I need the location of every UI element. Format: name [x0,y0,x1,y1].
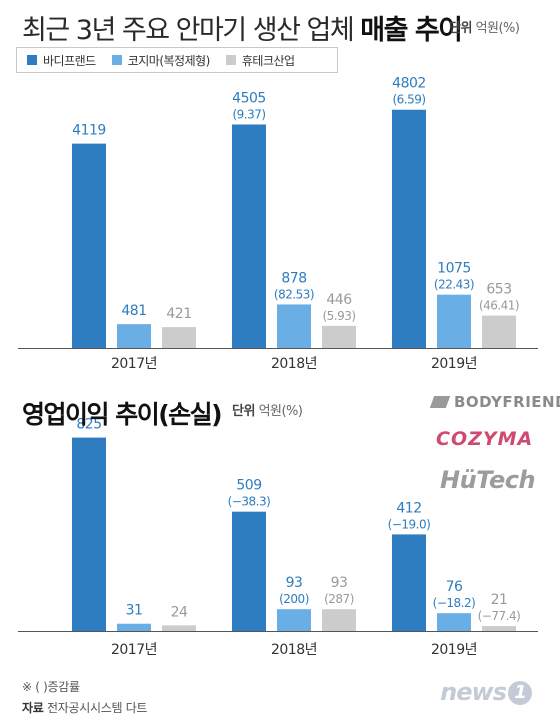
bar-cozyma-2017 [117,623,151,631]
growth-label-hutech-2018: (287) [324,592,354,606]
bar-bodyfriend-2019 [392,109,426,349]
bodyfriend-logo-text: BODYFRIEND [454,393,560,411]
bar-hutech-2017 [162,625,196,631]
growth-label-cozyma-2018: (200) [279,592,309,606]
bodyfriend-logo-mark [429,396,451,408]
legend: 바디프랜드 코지마(복정제형) 휴테크산업 [16,47,338,73]
bar-cozyma-2018 [277,609,311,631]
title-bold-part: 매출 추이 [360,15,463,46]
bar-hutech-2017 [162,327,196,348]
growth-label-hutech-2019: (−77.4) [478,609,521,623]
bar-bodyfriend-2019 [392,534,426,631]
unit-value: 억원(%) [258,404,303,419]
operating-profit-title: 영업이익 추이(손실) [22,400,223,429]
unit-label-top: 단위 억원(%) [449,17,520,36]
value-label-hutech-2018: 446 [326,292,352,308]
value-label-hutech-2018: 93 [331,575,348,591]
news1-logo-text: news [440,678,507,706]
bar-bodyfriend-2017 [72,143,106,348]
value-label-bodyfriend-2018: 4505 [232,90,266,106]
growth-label-cozyma-2019: (22.43) [434,278,474,292]
hutech-logo: HüTech [440,466,536,494]
value-label-bodyfriend-2017: 4119 [72,123,106,139]
legend-label: 코지마(복정제형) [127,53,211,68]
x-tick-label: 2019년 [431,356,477,372]
cozyma-logo: COZYMA [436,428,534,450]
source-value: 전자공시시스템 다트 [47,701,148,715]
footnote-growth: ※ ( )증감률 [22,680,80,694]
bar-bodyfriend-2018 [232,124,266,348]
bar-bodyfriend-2017 [72,437,106,631]
growth-label-bodyfriend-2018: (−38.3) [228,495,271,509]
legend-swatch [27,55,37,65]
growth-label-hutech-2018: (5.93) [322,309,355,323]
growth-label-bodyfriend-2018: (9.37) [232,107,265,121]
unit-key: 단위 [232,404,255,419]
bar-hutech-2018 [322,325,356,348]
value-label-cozyma-2017: 31 [126,603,143,619]
bar-hutech-2018 [322,609,356,631]
value-label-cozyma-2019: 76 [446,579,463,595]
source-key: 자료 [22,701,44,715]
legend-label: 휴테크산업 [241,53,295,68]
value-label-cozyma-2017: 481 [121,303,146,319]
x-tick-label: 2017년 [111,356,157,372]
bodyfriend-logo: BODYFRIEND [429,393,560,411]
value-label-hutech-2019: 653 [486,282,511,298]
value-label-hutech-2019: 21 [491,592,508,608]
legend-swatch [225,55,236,65]
bar-cozyma-2017 [117,324,151,348]
x-tick-label: 2019년 [431,642,477,658]
growth-label-cozyma-2018: (82.53) [274,287,314,301]
news1-logo-num: 1 [508,681,532,705]
unit-value: 억원(%) [475,21,520,36]
bar-hutech-2019 [482,315,516,348]
bar-hutech-2019 [482,626,516,631]
x-tick-label: 2017년 [111,642,157,658]
footnote-source: 자료 전자공시시스템 다트 [22,699,147,716]
growth-label-cozyma-2019: (−18.2) [433,596,476,610]
value-label-hutech-2017: 24 [171,604,188,620]
value-label-bodyfriend-2018: 509 [236,478,261,494]
bar-bodyfriend-2018 [232,511,266,631]
growth-label-hutech-2019: (46.41) [479,299,519,313]
chart-title: 최근 3년 주요 안마기 생산 업체 매출 추이 [22,8,463,47]
unit-label-bottom: 단위 억원(%) [232,400,303,419]
news1-logo: news 1 [440,678,532,706]
legend-swatch [111,55,122,65]
value-label-cozyma-2019: 1075 [437,261,471,277]
x-tick-label: 2018년 [271,642,317,658]
value-label-bodyfriend-2019: 412 [396,500,421,516]
value-label-bodyfriend-2019: 4802 [392,76,426,92]
value-label-cozyma-2018: 93 [286,575,303,591]
value-label-cozyma-2018: 878 [281,270,306,286]
bar-cozyma-2019 [437,294,471,348]
value-label-bodyfriend-2017: 825 [76,417,101,433]
legend-item-bodyfriend: 바디프랜드 [27,52,96,69]
unit-key: 단위 [449,21,472,36]
value-label-hutech-2017: 421 [166,306,191,322]
bar-cozyma-2018 [277,304,311,348]
legend-item-hutech: 휴테크산업 [225,52,295,69]
bar-cozyma-2019 [437,613,471,631]
x-tick-label: 2018년 [271,356,317,372]
legend-item-cozyma: 코지마(복정제형) [111,52,211,69]
growth-label-bodyfriend-2019: (6.59) [392,93,425,107]
legend-label: 바디프랜드 [43,53,96,68]
title-light-part: 최근 3년 주요 안마기 생산 업체 [22,15,361,46]
growth-label-bodyfriend-2019: (−19.0) [388,517,431,531]
